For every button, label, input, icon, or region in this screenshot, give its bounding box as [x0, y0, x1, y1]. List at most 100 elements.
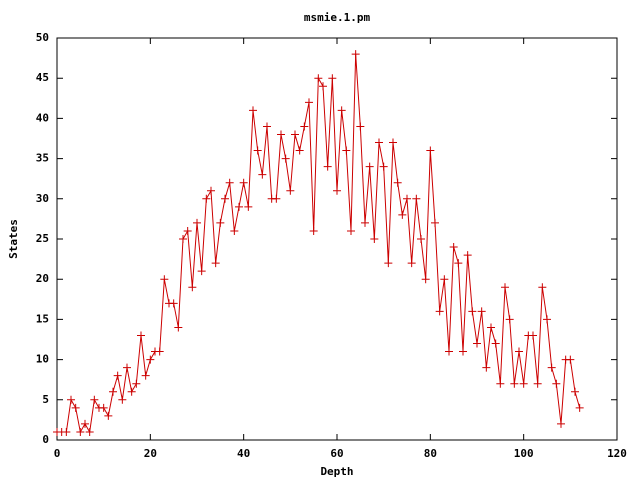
y-tick-label: 20 — [36, 272, 49, 285]
y-axis-label: States — [7, 219, 20, 259]
data-point — [146, 355, 155, 364]
y-tick-label: 25 — [36, 232, 49, 245]
data-point — [211, 259, 220, 268]
data-point — [85, 427, 94, 436]
data-point — [221, 194, 229, 203]
data-point — [342, 146, 351, 155]
data-point — [421, 275, 430, 284]
x-axis-label: Depth — [320, 465, 353, 478]
data-point — [426, 146, 435, 155]
data-point — [365, 162, 374, 171]
data-point — [263, 122, 271, 131]
data-point — [258, 170, 267, 179]
data-point — [538, 283, 547, 292]
data-point — [230, 226, 239, 235]
data-point — [501, 283, 509, 292]
data-point — [440, 275, 449, 284]
x-tick-label: 60 — [330, 447, 343, 460]
data-point — [281, 154, 290, 163]
data-point — [295, 146, 304, 155]
data-point — [375, 138, 383, 147]
data-point — [62, 427, 71, 436]
data-point — [179, 235, 187, 243]
data-point — [314, 74, 323, 83]
data-point — [477, 307, 486, 316]
data-point — [244, 202, 253, 211]
data-point — [239, 178, 248, 187]
data-point — [160, 275, 169, 284]
data-point — [225, 178, 234, 187]
data-point — [76, 427, 85, 436]
data-point — [71, 403, 80, 412]
y-tick-label: 35 — [36, 152, 49, 165]
data-point — [543, 315, 551, 324]
data-point — [337, 106, 346, 115]
data-point — [113, 371, 122, 380]
data-point — [403, 194, 411, 203]
y-tick-label: 15 — [36, 312, 49, 325]
data-point — [207, 186, 215, 195]
data-point — [510, 379, 519, 388]
data-point — [412, 194, 421, 203]
data-point — [118, 395, 127, 404]
y-tick-label: 0 — [42, 433, 49, 446]
data-point — [188, 283, 197, 292]
y-tick-label: 30 — [36, 192, 49, 205]
x-tick-label: 40 — [237, 447, 250, 460]
data-point — [393, 178, 402, 187]
y-tick-label: 50 — [36, 31, 49, 44]
data-point — [291, 130, 299, 139]
data-point — [496, 379, 505, 388]
data-point — [333, 186, 341, 195]
data-point — [127, 387, 136, 396]
x-tick-label: 100 — [514, 447, 534, 460]
data-point — [473, 339, 481, 348]
data-point — [286, 186, 295, 195]
data-point — [123, 363, 131, 372]
data-point — [491, 339, 500, 348]
data-point — [417, 235, 425, 243]
data-point — [552, 379, 561, 388]
data-point — [309, 226, 318, 235]
data-point — [575, 403, 584, 412]
data-point — [305, 98, 313, 107]
data-point — [155, 347, 164, 356]
data-point — [547, 363, 556, 372]
x-tick-label: 80 — [424, 447, 437, 460]
data-point — [81, 419, 89, 428]
data-point — [183, 226, 192, 235]
data-point — [328, 74, 337, 83]
data-point — [487, 323, 495, 332]
data-point — [407, 259, 416, 268]
data-point — [235, 202, 243, 211]
data-point — [356, 122, 365, 131]
data-point — [323, 162, 332, 171]
data-point — [519, 379, 528, 388]
data-point — [459, 347, 467, 356]
data-point — [174, 323, 183, 332]
data-point — [384, 259, 393, 268]
x-tick-label: 0 — [54, 447, 61, 460]
data-point — [454, 259, 463, 268]
x-tick-label: 120 — [607, 447, 627, 460]
data-point — [571, 387, 579, 396]
data-point — [300, 122, 309, 131]
data-point — [193, 218, 201, 227]
data-point — [319, 82, 327, 91]
data-point — [351, 50, 360, 59]
x-tick-label: 20 — [144, 447, 157, 460]
data-point — [449, 243, 458, 252]
y-tick-label: 5 — [42, 393, 49, 406]
y-tick-label: 45 — [36, 71, 49, 84]
data-point — [132, 379, 141, 388]
data-point — [137, 331, 145, 340]
data-point — [515, 347, 523, 356]
data-point — [249, 106, 257, 115]
data-point — [277, 130, 285, 139]
data-point — [361, 218, 369, 227]
data-point — [557, 419, 565, 428]
data-point — [505, 315, 514, 324]
data-point — [529, 331, 537, 340]
